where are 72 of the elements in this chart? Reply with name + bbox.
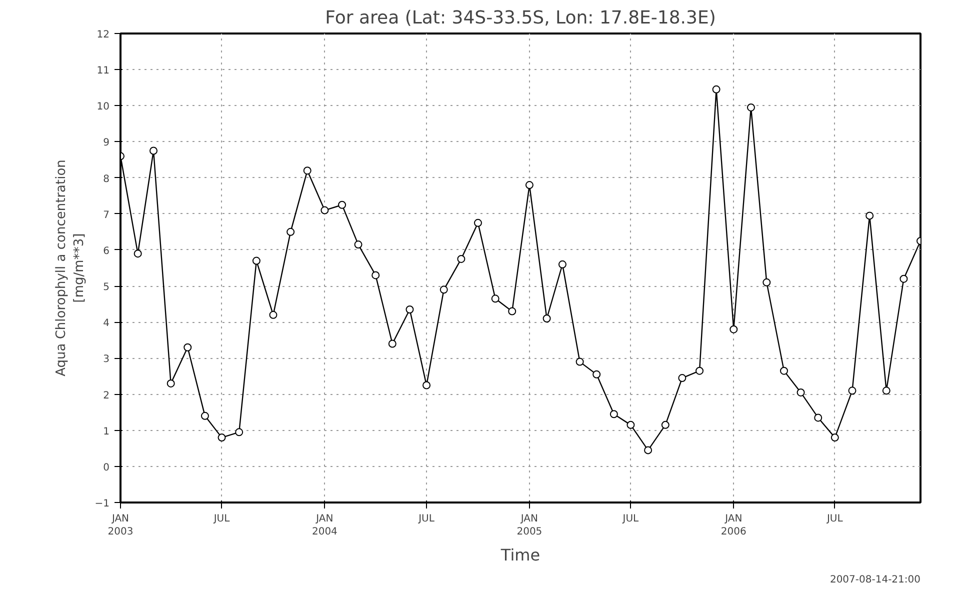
point	[610, 410, 618, 418]
y-tick-label: 8	[103, 174, 110, 185]
point	[422, 381, 431, 390]
y-tick-label: −1	[94, 498, 110, 510]
y-tick-label: 2	[103, 390, 110, 402]
point	[508, 307, 516, 316]
x-axis-title: Time	[500, 546, 540, 565]
point	[576, 358, 584, 366]
point	[406, 305, 414, 314]
point	[166, 379, 175, 388]
text: 2007-08-14-21:00	[830, 574, 921, 586]
point	[354, 240, 362, 249]
chart-title: For area (Lat: 34S-33.5S, Lon: 17.8E-18.3E)	[325, 8, 716, 28]
y-tick-label: 10	[96, 102, 110, 113]
point	[218, 434, 226, 442]
point	[134, 250, 142, 258]
point	[252, 256, 260, 265]
point	[184, 343, 192, 352]
point	[320, 206, 329, 214]
point	[678, 374, 686, 382]
point	[440, 286, 448, 294]
point	[830, 434, 839, 442]
point	[338, 200, 346, 209]
point	[542, 314, 551, 322]
point	[372, 271, 380, 280]
y-tick-label: 4	[103, 318, 110, 330]
point	[866, 212, 874, 220]
point	[696, 366, 704, 375]
x-tick-label: JUL	[418, 514, 435, 524]
point	[796, 388, 805, 396]
x-tick-label: JAN 2005	[516, 514, 542, 538]
point	[558, 260, 566, 268]
point	[780, 366, 788, 375]
point	[457, 254, 466, 263]
point	[644, 446, 652, 454]
point	[491, 294, 500, 303]
y-tick-label: 7	[103, 210, 110, 221]
x-tick-label: JUL	[622, 514, 640, 524]
point	[814, 414, 822, 422]
y-tick-label: 11	[96, 66, 110, 77]
point	[150, 146, 158, 155]
x-tick-label: JAN 2003	[108, 514, 134, 538]
x-tick-label: JUL	[212, 514, 230, 524]
point	[269, 310, 278, 319]
point	[200, 412, 209, 420]
point	[848, 386, 856, 395]
point	[900, 274, 908, 283]
x-tick-label: JAN 2006	[720, 514, 746, 538]
x-tick-label: JUL	[826, 514, 844, 524]
point	[592, 370, 601, 378]
point	[286, 228, 295, 236]
point	[525, 181, 534, 190]
y-tick-label: 3	[103, 354, 110, 366]
point	[746, 103, 755, 112]
point	[882, 386, 890, 395]
point	[388, 340, 396, 348]
x-tick-label: JAN 2004	[312, 514, 338, 538]
point	[626, 420, 635, 429]
y-tick-label: 5	[103, 282, 110, 294]
point	[474, 218, 482, 227]
y-axis-title: Aqua Chlorophyll a concentration [mg/m**3]	[54, 160, 87, 376]
y-tick-label: 12	[96, 30, 110, 40]
y-tick-label: 6	[103, 246, 110, 257]
point	[303, 166, 312, 175]
y-tick-label: 0	[103, 462, 110, 474]
point	[235, 428, 244, 436]
y-tick-label: 9	[103, 138, 110, 149]
point	[661, 420, 670, 429]
point	[762, 278, 771, 286]
point	[730, 325, 738, 334]
y-tick-label: 1	[103, 426, 110, 438]
point	[712, 85, 720, 94]
